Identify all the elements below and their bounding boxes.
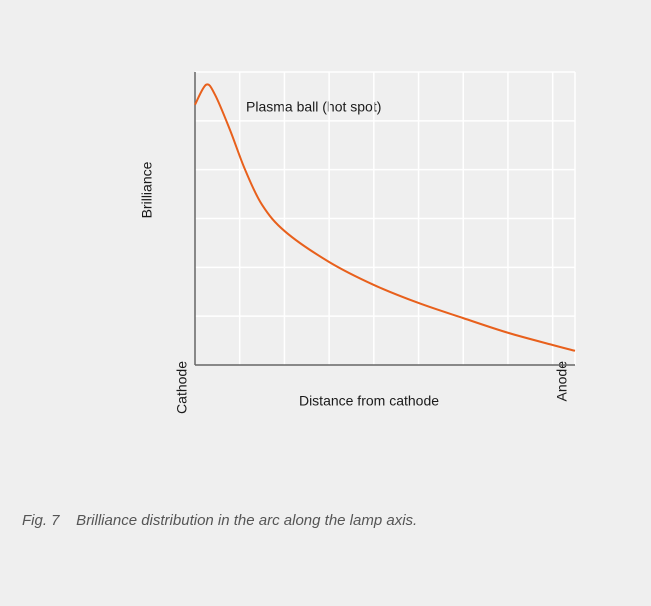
curve <box>194 83 576 352</box>
annotation: Plasma ball (hot spot) <box>246 99 381 115</box>
y-axis-label: Brilliance <box>139 161 155 218</box>
caption: Fig. 7 Brilliance distribution in the ar… <box>22 512 417 529</box>
x-axis-label: Distance from cathode <box>299 393 439 409</box>
x-tick-label: Cathode <box>174 361 190 414</box>
x-tick-label: Anode <box>554 361 570 402</box>
